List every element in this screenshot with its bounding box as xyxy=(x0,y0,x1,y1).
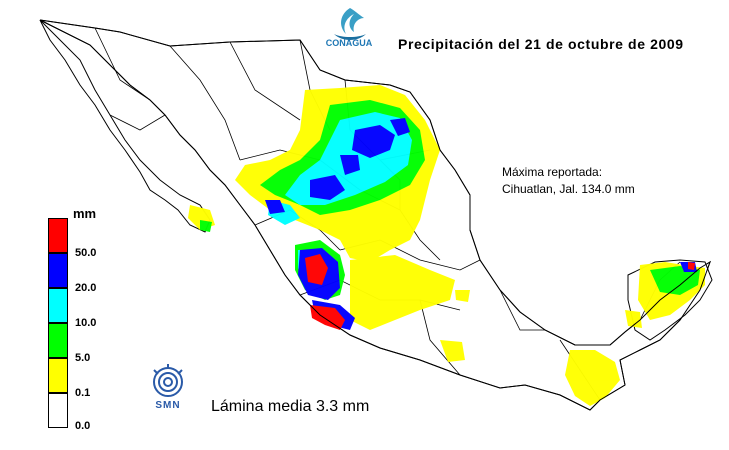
conagua-logo-icon xyxy=(334,8,366,40)
legend-label: 0.0 xyxy=(75,420,91,432)
smn-logo-text: SMN xyxy=(155,400,181,411)
legend-label: 5.0 xyxy=(75,352,91,364)
coast-outline xyxy=(39,19,711,411)
legend-label: 20.0 xyxy=(75,282,97,294)
max-reported-value: Cihuatlan, Jal. 134.0 mm xyxy=(502,182,635,196)
legend-label: 0.1 xyxy=(75,387,91,399)
legend-swatch-yellow xyxy=(48,358,68,393)
legend-swatch-red xyxy=(48,218,68,253)
max-reported-label: Máxima reportada: xyxy=(502,165,603,179)
map-title: Precipitación del 21 de octubre de 2009 xyxy=(398,36,684,52)
precip-shading xyxy=(188,85,705,406)
max-reported: Máxima reportada: Cihuatlan, Jal. 134.0 … xyxy=(502,164,635,198)
mean-precipitation-summary: Lámina media 3.3 mm xyxy=(211,398,370,415)
legend-swatch-cyan xyxy=(48,288,68,323)
legend-unit: mm xyxy=(73,206,97,221)
legend-swatch-green xyxy=(48,323,68,358)
legend-label: 10.0 xyxy=(75,317,97,329)
conagua-logo-text: CONAGUA xyxy=(325,38,373,48)
legend-label: 50.0 xyxy=(75,247,97,259)
smn-logo-icon xyxy=(153,364,183,397)
legend-swatch-white xyxy=(48,393,68,428)
legend-swatch-blue xyxy=(48,253,68,288)
